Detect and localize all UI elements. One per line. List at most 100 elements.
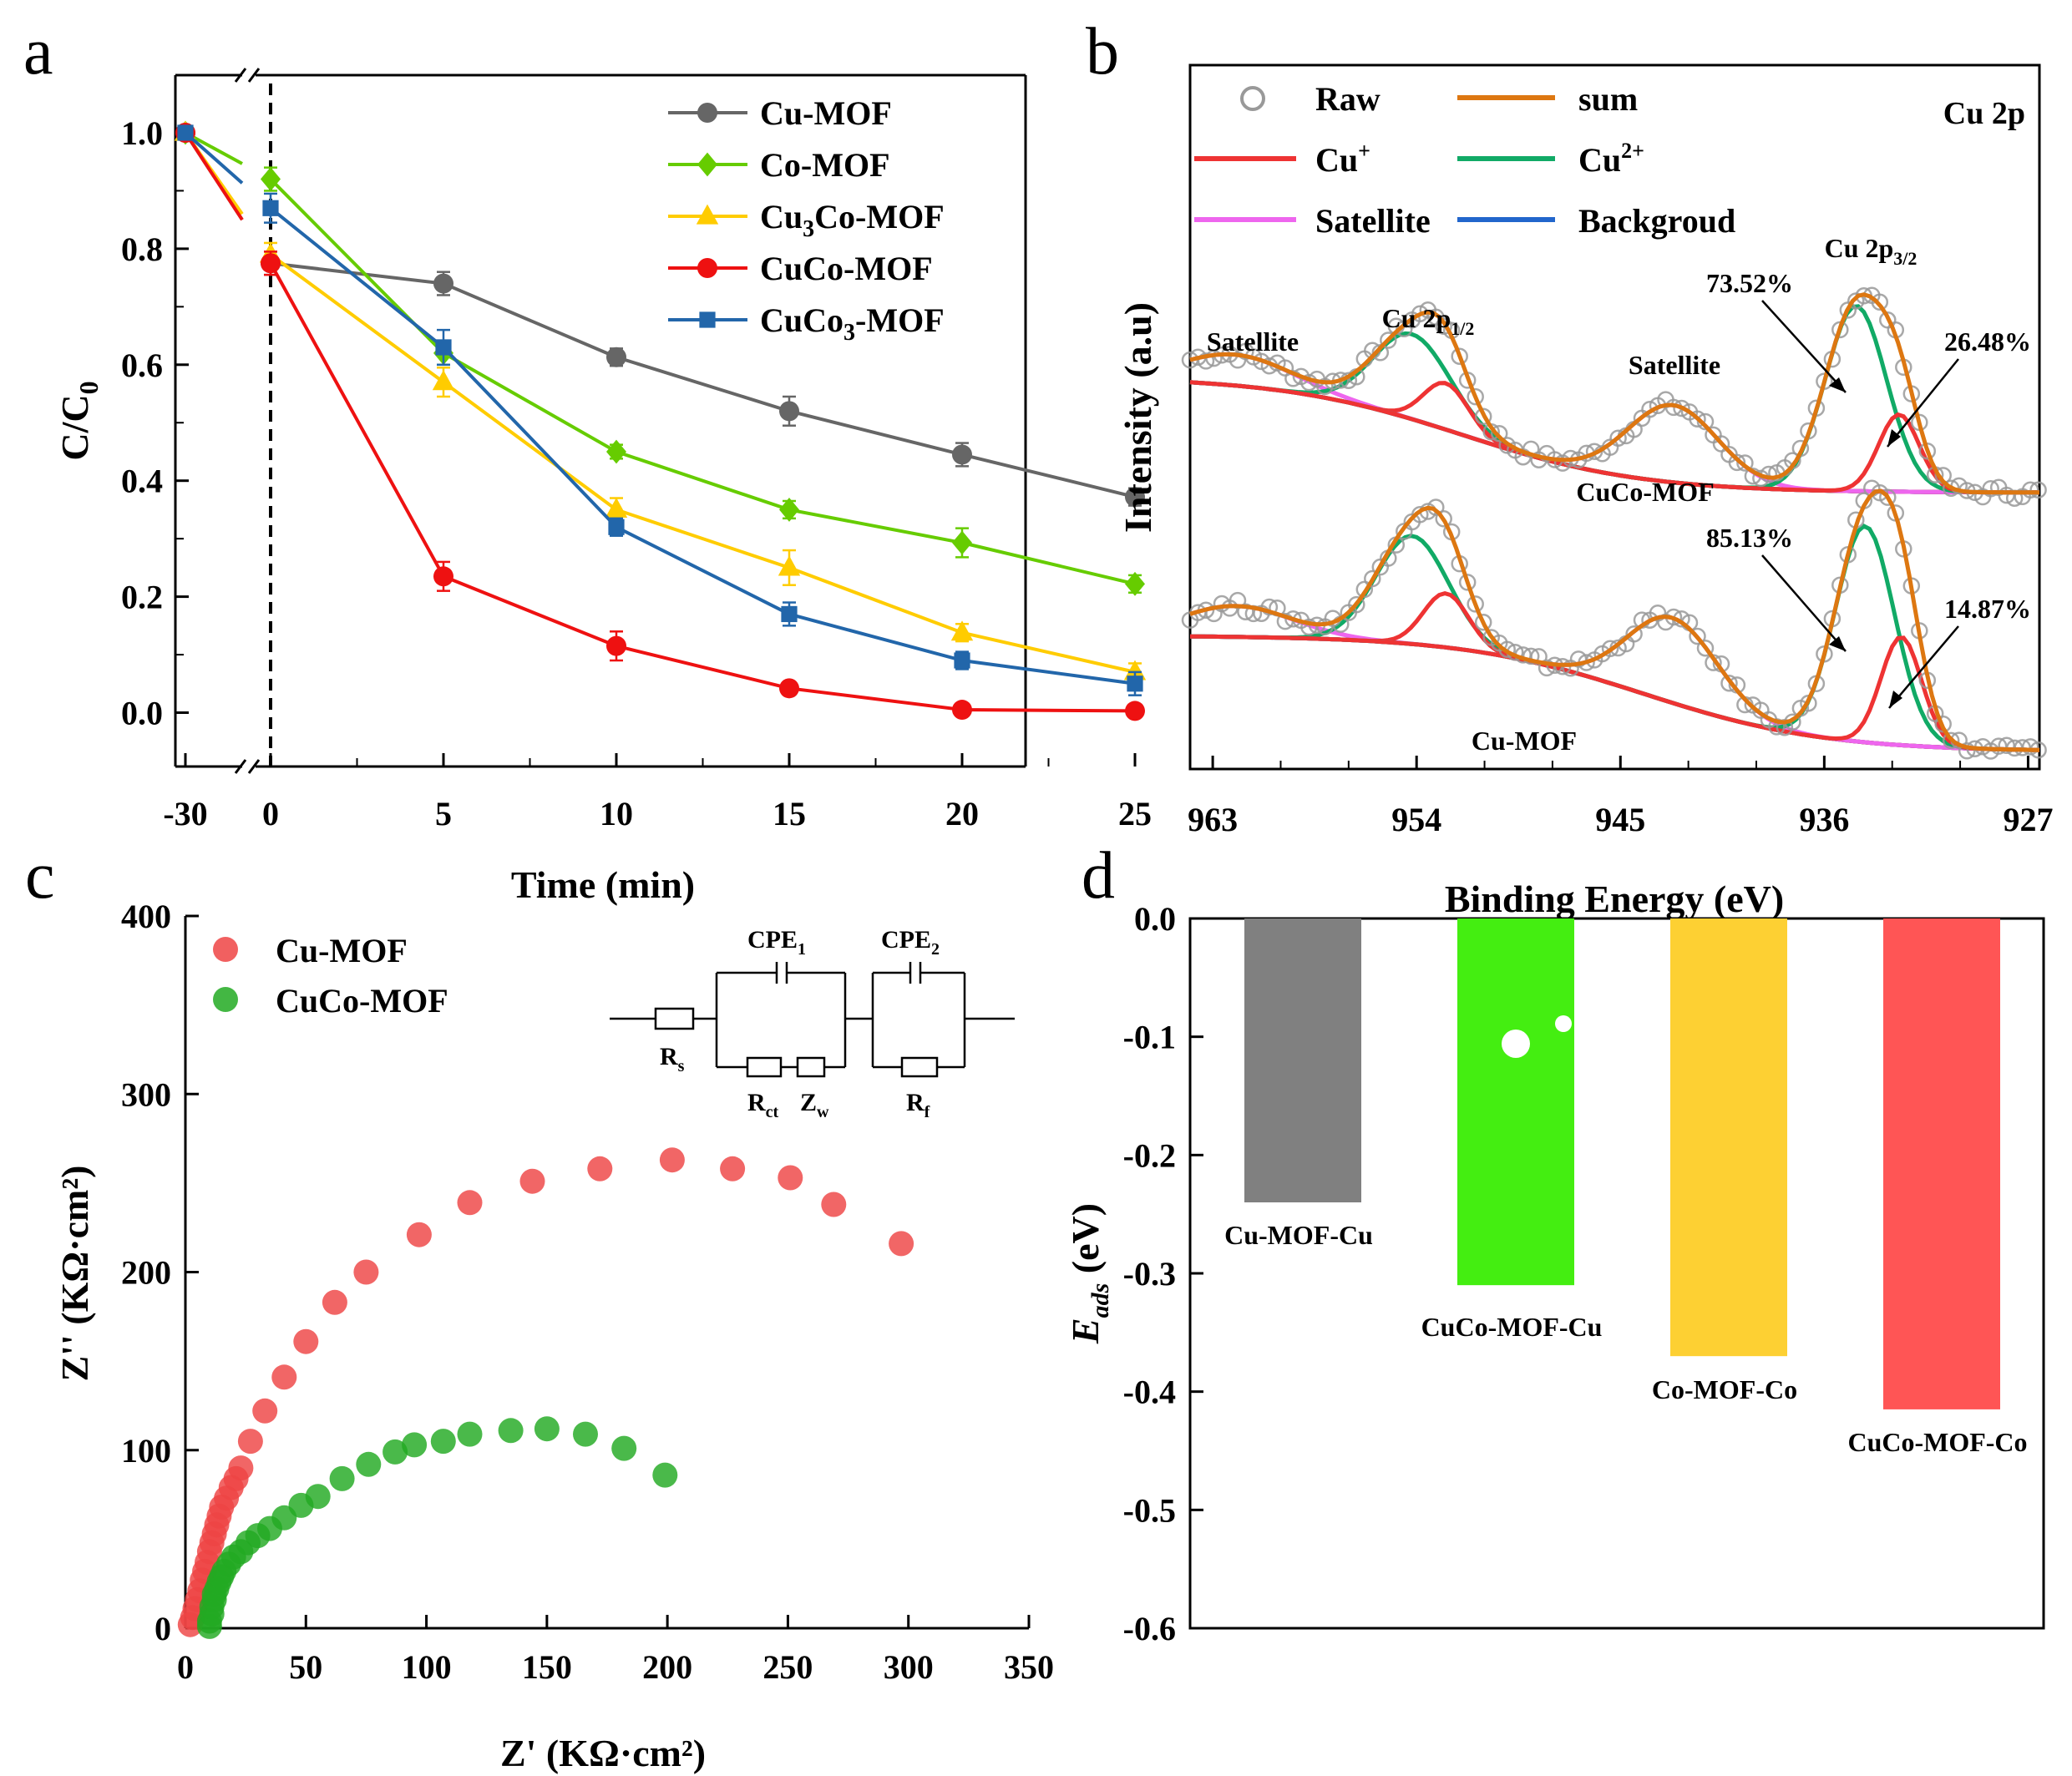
raw-data-point [1498,640,1516,658]
legend-cu2-label: Cu2+ [1578,139,1644,179]
data-point [534,1416,560,1442]
data-point [519,1168,545,1194]
data-point [1125,701,1145,721]
sum-curve [1189,292,2040,495]
data-point [382,1439,408,1465]
legend-marker [699,311,716,328]
panel-c-xtick-label: 250 [762,1648,813,1686]
raw-data-point [1720,674,1738,692]
panel-a-series [177,124,1143,696]
cu-cu1-percent: 14.87% [1944,594,2031,624]
legend-satellite-label: Satellite [1315,202,1431,240]
panel-a-series [174,120,1147,682]
panel-a-letter: a [23,15,53,89]
legend-label: Cu-MOF [760,94,892,132]
raw-data-point [1982,479,1999,498]
legend-label: CuCo-MOF [760,250,933,287]
panel-b-frame [1188,63,2041,771]
panel-d-ytick-label: -0.1 [1123,1019,1176,1056]
panel-d-letter: d [1082,839,1115,913]
legend-name: Cu-MOF [760,94,892,132]
satellite-label-2: Satellite [1629,350,1720,380]
panel-a-xtick-label: 20 [945,795,979,832]
legend-marker [697,152,717,177]
panel-b-xtick-label: 927 [2003,801,2053,838]
data-point [954,652,970,669]
data-point [433,273,453,294]
panel-c-xlabel: Z' (KΩ·cm²) [500,1732,706,1774]
legend-name: CuCo [760,301,843,339]
series-line-segment [184,131,244,185]
data-point [950,620,974,641]
data-point [573,1421,598,1447]
cuco-cu2-arrowhead [1829,377,1846,392]
circuit-zw [796,1056,826,1078]
raw-data-point [2021,481,2039,498]
data-point [821,1192,847,1217]
raw-data-point [1958,742,1976,760]
panel-a-ytick-label: 0.2 [121,579,163,616]
panel-a-xtick-label: -30 [163,795,207,832]
legend-sub: 3 [803,216,814,242]
raw-data-point [1284,610,1302,628]
raw-data-point [1490,425,1508,443]
data-point [261,167,281,191]
bar-label: Co-MOF-Co [1652,1374,1797,1404]
data-point [329,1465,355,1491]
panel-a-series [175,123,1145,508]
circuit-zw-label: Zw [800,1089,829,1121]
decorative-dot [1555,1015,1572,1032]
data-point [498,1418,524,1444]
legend-cu-mof-marker [213,937,238,962]
panel-a-ylabel: C/C0 [53,381,104,460]
panel-a-series [175,123,1145,721]
data-point [606,635,626,656]
data-point [430,1429,456,1455]
circuit-cpe2-label: CPE2 [881,926,940,959]
panel-a-xlabel: Time (min) [511,863,695,906]
series-line [269,253,1136,674]
circuit-rf [900,1056,939,1078]
raw-data-point [1696,639,1715,657]
data-point [1123,660,1147,681]
legend-label: CuCo3-MOF [760,301,945,346]
legend-label: Co-MOF [760,146,890,184]
cu_2plus-peak [1189,331,2040,495]
panel-b-title: Cu 2p [1943,96,2025,131]
cuco-cu1-arrow [1887,358,1959,448]
panel-c-xtick-label: 100 [402,1648,452,1686]
legend-marker [697,103,717,123]
data-point [177,124,194,141]
data-point [781,605,798,623]
raw-data-point [1435,510,1452,528]
data-point [457,1190,483,1216]
data-point [720,1156,746,1181]
raw-data-point [1609,429,1627,447]
panel-b-xtick-label: 954 [1391,801,1441,838]
raw-data-point [1467,387,1484,406]
circuit-rs [654,1007,695,1030]
raw-data-point [1879,488,1897,506]
raw-data-point [1474,407,1492,426]
panel-d-ytick-label: -0.6 [1123,1610,1176,1647]
cuco-cu2-arrow [1761,300,1847,393]
raw-data-point [1458,574,1477,591]
data-point [261,253,281,274]
raw-data-point [1522,647,1540,665]
data-point [402,1432,428,1458]
sum-curve [1189,488,2040,752]
cu-cu1-arrow [1888,625,1959,709]
panel-d: d 0.0 -0.1 -0.2 -0.3 -0.4 -0.5 -0.6 Cu-MOF-Cu C… [1064,839,2045,1647]
cu_plus-peak [1190,634,2040,752]
equivalent-circuit [610,962,1015,1078]
data-point [252,1398,278,1424]
panel-b-letter: b [1086,15,1119,89]
cu2p12-label: Cu 2p1/2 [1382,303,1475,339]
circuit-cpe1-label: CPE1 [747,926,806,959]
panel-a-xtick-label: 15 [773,795,806,832]
raw-data-point [1696,412,1715,431]
data-point [952,444,972,465]
data-point [322,1289,347,1315]
panel-a: a 0.0 0.2 0.4 0.6 0.8 1.0 -30 0 5 10 15 20 25 Time … [23,15,1152,906]
cu-cu2-arrowhead [1829,636,1846,651]
